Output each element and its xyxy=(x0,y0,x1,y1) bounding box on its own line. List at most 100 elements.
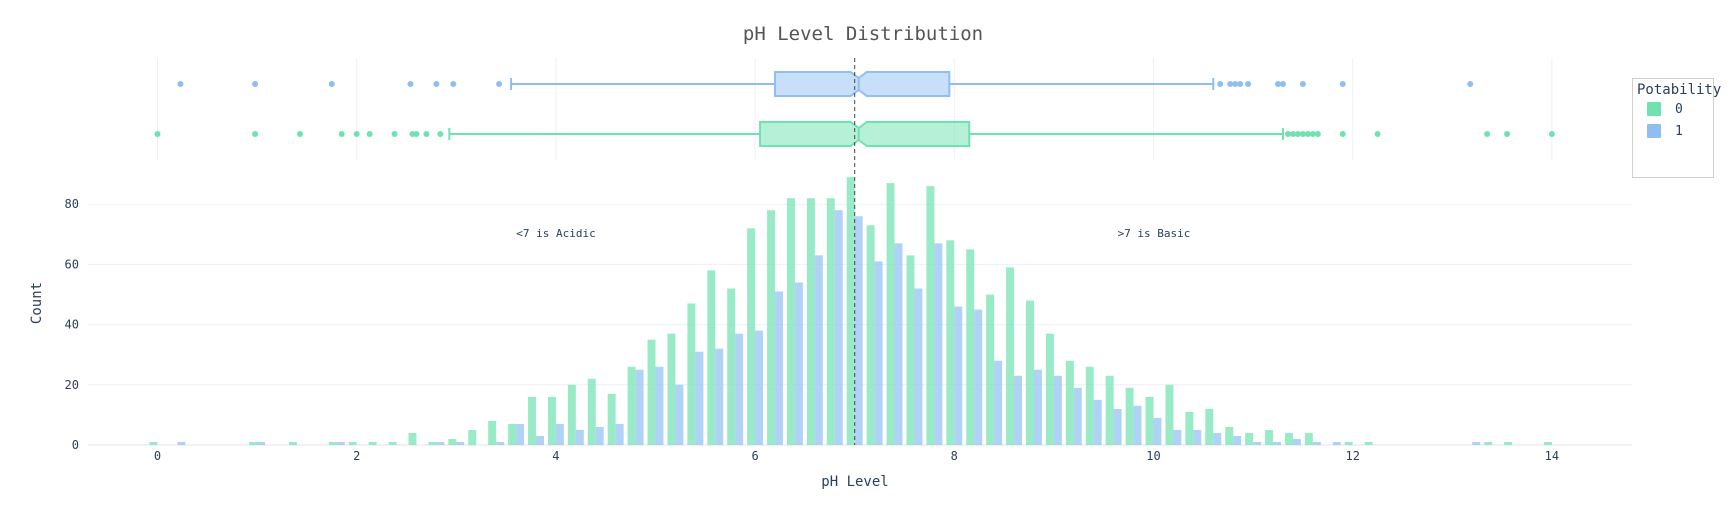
legend-item-1[interactable]: 1 xyxy=(1633,120,1713,142)
outlier-point-0 xyxy=(353,131,360,137)
bar-series-1 xyxy=(715,348,724,445)
bar-series-1 xyxy=(775,291,783,445)
bar-series-0 xyxy=(1284,432,1293,445)
legend-swatch-0 xyxy=(1647,102,1661,116)
bar-series-0 xyxy=(986,294,995,445)
outlier-point-1 xyxy=(1232,81,1239,87)
outlier-point-1 xyxy=(1467,81,1474,87)
bar-series-0 xyxy=(826,198,835,445)
bar-series-0 xyxy=(1344,441,1353,445)
bar-series-0 xyxy=(1304,432,1313,445)
axis-ticks: 0 2 4 6 8 10 12 14 0 20 40 60 80 xyxy=(65,197,1560,463)
outlier-point-1 xyxy=(407,81,414,87)
outlier-point-1 xyxy=(1275,81,1281,87)
bar-series-1 xyxy=(874,261,883,445)
bar-series-0 xyxy=(1165,384,1174,445)
outlier-point-1 xyxy=(1299,81,1306,87)
bar-series-1 xyxy=(257,441,266,445)
x-tick-label: 10 xyxy=(1146,449,1160,463)
bar-series-1 xyxy=(1173,429,1182,445)
bar-series-1 xyxy=(1153,417,1162,445)
bar-series-1 xyxy=(914,288,923,445)
bar-series-1 xyxy=(1253,441,1262,445)
outlier-point-0 xyxy=(1289,131,1296,137)
outlier-point-0 xyxy=(1339,131,1346,137)
bar-series-1 xyxy=(555,423,564,445)
legend-label-1: 1 xyxy=(1675,123,1683,139)
bar-series-0 xyxy=(468,429,477,445)
bar-series-1 xyxy=(575,429,584,445)
y-tick-label: 20 xyxy=(65,378,79,392)
bar-series-0 xyxy=(1006,267,1015,445)
bar-series-1 xyxy=(1193,429,1202,445)
legend-title: Potability xyxy=(1637,82,1722,98)
y-axis-label: Count xyxy=(29,282,45,324)
bar-series-0 xyxy=(288,441,297,445)
bar-series-0 xyxy=(448,438,457,445)
outlier-point-0 xyxy=(437,131,444,137)
outlier-point-0 xyxy=(413,131,420,137)
x-tick-label: 4 xyxy=(552,449,559,463)
bar-series-0 xyxy=(1364,441,1373,445)
legend-label-0: 0 xyxy=(1675,101,1683,117)
bar-series-1 xyxy=(1093,399,1102,445)
bar-series-0 xyxy=(1225,426,1234,445)
bar-series-0 xyxy=(767,210,776,445)
outlier-point-0 xyxy=(1299,131,1306,137)
bar-series-1 xyxy=(1113,408,1122,445)
outlier-point-0 xyxy=(252,131,259,137)
bar-series-1 xyxy=(1033,369,1042,445)
bar-series-0 xyxy=(488,420,497,445)
bar-series-0 xyxy=(348,441,357,445)
bar-series-0 xyxy=(627,366,636,445)
bar-series-1 xyxy=(675,384,684,445)
bar-series-0 xyxy=(149,441,158,445)
outlier-point-0 xyxy=(154,131,161,137)
outlier-point-1 xyxy=(1227,81,1234,87)
bar-series-1 xyxy=(794,282,803,445)
bar-series-1 xyxy=(436,441,445,445)
bar-series-1 xyxy=(336,441,345,445)
bar-series-1 xyxy=(854,216,863,445)
annotation-acidic: <7 is Acidic xyxy=(516,227,595,240)
box-0 xyxy=(759,121,971,147)
outlier-point-0 xyxy=(366,131,373,137)
legend: Potability 0 1 xyxy=(1632,78,1722,178)
bar-series-1 xyxy=(954,306,963,445)
bar-series-1 xyxy=(595,426,604,445)
bar-series-0 xyxy=(1484,441,1493,445)
legend-item-0[interactable]: 0 xyxy=(1633,98,1713,120)
marginal-grid xyxy=(157,58,1553,160)
bar-series-1 xyxy=(615,423,624,445)
bar-series-1 xyxy=(635,369,644,445)
outlier-point-1 xyxy=(450,81,457,87)
x-axis-label: pH Level xyxy=(821,474,888,490)
outlier-point-1 xyxy=(328,81,335,87)
bar-series-1 xyxy=(974,309,983,445)
y-tick-label: 80 xyxy=(65,197,79,211)
outlier-point-0 xyxy=(423,131,430,137)
bar-series-0 xyxy=(328,441,337,445)
bar-series-0 xyxy=(607,393,616,445)
bar-series-0 xyxy=(1085,366,1094,445)
bar-series-0 xyxy=(886,183,895,445)
outlier-point-0 xyxy=(296,131,303,137)
bar-series-0 xyxy=(906,255,915,445)
bar-series-0 xyxy=(747,228,756,445)
outlier-point-0 xyxy=(1504,131,1511,137)
outlier-point-0 xyxy=(1314,131,1321,137)
outlier-point-1 xyxy=(1245,81,1252,87)
y-tick-label: 40 xyxy=(65,318,79,332)
outlier-point-0 xyxy=(1294,131,1301,137)
bar-series-1 xyxy=(1312,441,1321,445)
x-tick-label: 12 xyxy=(1345,449,1359,463)
bar-series-0 xyxy=(727,288,736,445)
bar-series-0 xyxy=(1125,387,1134,445)
outlier-point-1 xyxy=(1339,81,1346,87)
bar-series-0 xyxy=(1205,408,1214,445)
bar-series-0 xyxy=(966,249,975,445)
bar-series-1 xyxy=(894,243,903,445)
y-tick-label: 60 xyxy=(65,257,79,271)
bar-series-1 xyxy=(834,210,843,445)
bar-series-0 xyxy=(1145,396,1154,445)
